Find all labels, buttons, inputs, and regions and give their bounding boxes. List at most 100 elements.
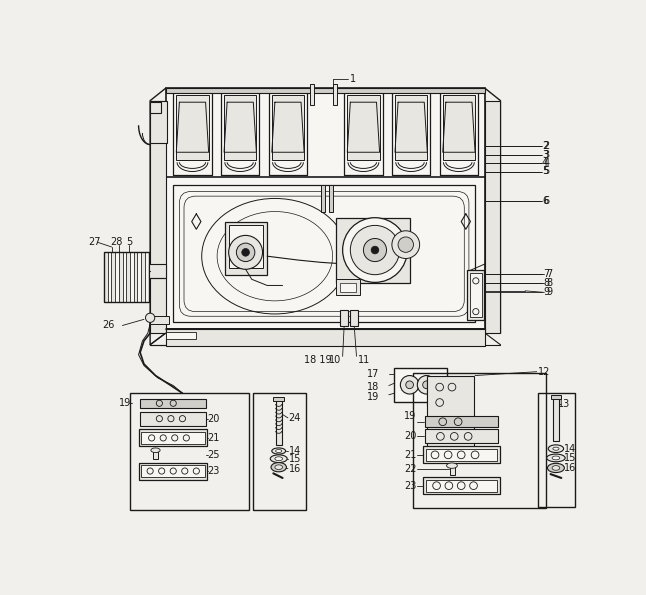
- Text: 5: 5: [543, 167, 550, 177]
- Ellipse shape: [552, 466, 560, 470]
- Text: 2: 2: [543, 141, 550, 151]
- Text: 13: 13: [558, 399, 570, 409]
- Bar: [550, 395, 561, 399]
- Ellipse shape: [446, 463, 457, 468]
- Bar: [111, 252, 115, 302]
- Bar: [140, 399, 205, 408]
- Bar: [165, 88, 485, 177]
- Bar: [309, 84, 314, 105]
- Text: 19: 19: [120, 398, 132, 408]
- Ellipse shape: [398, 237, 413, 252]
- Bar: [425, 416, 498, 427]
- Text: 27: 27: [89, 237, 101, 248]
- Ellipse shape: [392, 231, 420, 258]
- Bar: [340, 283, 356, 292]
- Bar: [425, 430, 498, 443]
- Bar: [141, 252, 145, 302]
- Bar: [150, 101, 167, 143]
- Bar: [395, 95, 427, 160]
- Bar: [276, 399, 282, 445]
- Text: 9: 9: [546, 287, 552, 298]
- Text: 23: 23: [207, 466, 220, 476]
- Bar: [153, 450, 158, 459]
- Text: 9: 9: [543, 287, 550, 298]
- Bar: [413, 373, 546, 508]
- Bar: [450, 466, 455, 475]
- Ellipse shape: [553, 447, 559, 450]
- Bar: [165, 330, 485, 346]
- Text: 22: 22: [404, 464, 417, 474]
- Bar: [394, 368, 446, 402]
- Bar: [229, 226, 264, 268]
- Text: 14: 14: [289, 446, 301, 456]
- Ellipse shape: [236, 243, 255, 262]
- Bar: [138, 252, 141, 302]
- Ellipse shape: [145, 313, 155, 322]
- Bar: [538, 393, 575, 507]
- Bar: [225, 221, 267, 275]
- Bar: [165, 331, 196, 339]
- Text: 18 19: 18 19: [304, 355, 332, 365]
- Bar: [470, 273, 482, 317]
- Bar: [150, 102, 161, 113]
- Bar: [173, 186, 475, 322]
- Bar: [165, 176, 485, 330]
- Text: 5: 5: [542, 167, 548, 177]
- Ellipse shape: [242, 249, 249, 256]
- Bar: [427, 375, 474, 449]
- Bar: [340, 310, 348, 325]
- Text: 11: 11: [358, 355, 370, 365]
- Bar: [140, 412, 205, 425]
- Text: 3: 3: [542, 149, 548, 159]
- Ellipse shape: [417, 375, 436, 394]
- Bar: [426, 449, 497, 461]
- Text: 3: 3: [543, 149, 550, 159]
- Bar: [350, 310, 358, 325]
- Text: 23: 23: [404, 481, 417, 491]
- Bar: [123, 252, 126, 302]
- Text: 6: 6: [543, 196, 550, 206]
- Text: 28: 28: [110, 237, 123, 248]
- Text: 7: 7: [543, 269, 550, 279]
- Bar: [272, 95, 304, 160]
- Text: 2: 2: [542, 141, 548, 151]
- Text: 6: 6: [542, 196, 548, 206]
- Text: OLK: OLK: [258, 241, 384, 295]
- Ellipse shape: [270, 455, 287, 462]
- Text: 15: 15: [289, 454, 301, 464]
- Ellipse shape: [271, 462, 286, 472]
- Ellipse shape: [371, 246, 379, 254]
- Ellipse shape: [547, 454, 565, 462]
- Bar: [165, 88, 485, 93]
- Bar: [150, 101, 165, 333]
- Text: 26: 26: [102, 321, 115, 330]
- Ellipse shape: [272, 448, 286, 454]
- Bar: [126, 252, 130, 302]
- Bar: [424, 477, 500, 494]
- Ellipse shape: [350, 226, 400, 275]
- Text: 8: 8: [546, 278, 552, 288]
- Bar: [149, 264, 165, 278]
- Ellipse shape: [151, 448, 160, 453]
- Text: 20: 20: [404, 431, 417, 441]
- Bar: [130, 252, 134, 302]
- Bar: [115, 252, 119, 302]
- Text: 19: 19: [404, 411, 417, 421]
- Text: 24: 24: [289, 413, 301, 423]
- Bar: [104, 252, 108, 302]
- Text: 7: 7: [546, 269, 552, 279]
- Ellipse shape: [342, 218, 408, 283]
- Text: 21: 21: [207, 433, 220, 443]
- Bar: [467, 270, 484, 320]
- Bar: [176, 95, 209, 160]
- Text: 20: 20: [207, 414, 220, 424]
- Text: 4: 4: [542, 158, 548, 168]
- Bar: [273, 397, 284, 401]
- Bar: [321, 186, 325, 212]
- Bar: [145, 252, 149, 302]
- Text: 25: 25: [207, 450, 220, 460]
- Text: 17: 17: [367, 369, 380, 379]
- Ellipse shape: [276, 449, 282, 453]
- Ellipse shape: [422, 381, 430, 389]
- Bar: [553, 396, 559, 441]
